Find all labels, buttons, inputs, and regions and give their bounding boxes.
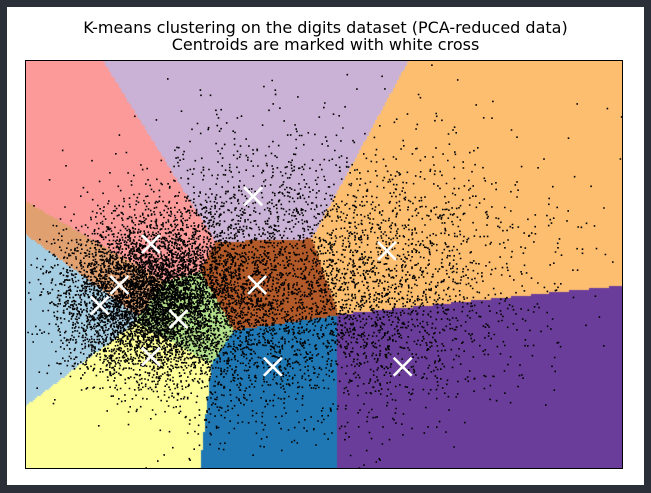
centroid-marker	[140, 346, 161, 367]
chart-subtitle: Centroids are marked with white cross	[171, 35, 480, 54]
plot-area	[25, 60, 623, 469]
centroid-marker	[89, 295, 110, 316]
data-points	[27, 64, 623, 469]
centroid-marker	[109, 275, 130, 295]
centroid-marker	[168, 309, 189, 329]
centroid-marker	[140, 234, 161, 254]
chart-title: K-means clustering on the digits dataset…	[83, 18, 568, 37]
centroid-marker	[377, 240, 397, 261]
centroid-marker	[247, 275, 268, 295]
centroid-marker	[392, 356, 413, 377]
centroid-marker	[262, 356, 283, 377]
axes-frame	[25, 60, 623, 469]
figure: K-means clustering on the digits dataset…	[7, 7, 644, 485]
centroid-marker	[243, 186, 264, 207]
